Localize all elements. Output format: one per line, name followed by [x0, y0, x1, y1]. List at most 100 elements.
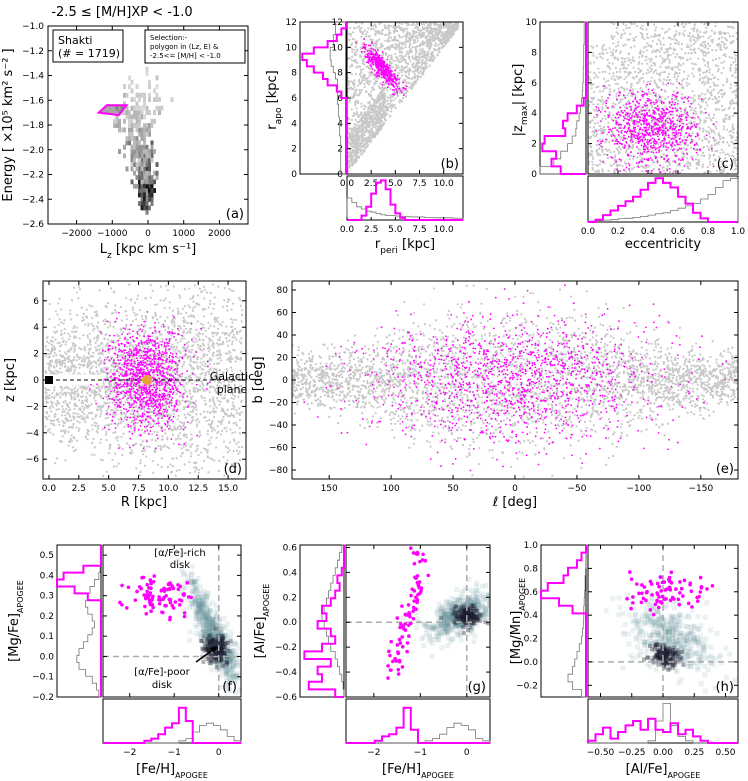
background-point: [718, 57, 721, 60]
data-point: [605, 99, 608, 102]
data-point: [680, 128, 683, 131]
background-point: [729, 25, 732, 28]
background-point: [415, 58, 419, 62]
background-point: [694, 158, 698, 161]
background-point: [351, 97, 354, 100]
background-point: [614, 66, 617, 70]
background-point: [662, 153, 666, 156]
background-point: [348, 101, 351, 104]
background-point: [730, 56, 734, 59]
background-point: [691, 102, 694, 105]
density-cell: [145, 153, 149, 159]
background-point: [437, 48, 440, 51]
background-point: [355, 66, 358, 69]
background-point: [700, 42, 703, 46]
background-point: [595, 170, 599, 173]
background-point: [401, 59, 405, 62]
background-point: [357, 115, 360, 118]
data-point: [679, 137, 681, 140]
background-point: [378, 38, 381, 41]
density-cell: [138, 153, 141, 159]
background-point: [358, 128, 361, 131]
background-point: [353, 159, 356, 162]
background-point: [397, 60, 400, 63]
data-point: [371, 40, 373, 43]
data-point: [401, 91, 403, 94]
data-point: [382, 73, 384, 76]
background-point: [367, 114, 370, 117]
density-cell: [155, 175, 159, 180]
background-point: [645, 55, 648, 59]
background-point: [642, 46, 646, 49]
background-point: [618, 146, 621, 149]
background-point: [733, 157, 737, 160]
background-point: [598, 90, 602, 93]
data-point: [690, 122, 693, 125]
data-point: [658, 96, 661, 98]
background-point: [713, 31, 717, 34]
background-point: [435, 34, 438, 37]
background-point: [385, 33, 388, 36]
background-point: [422, 72, 425, 75]
background-point: [614, 136, 617, 139]
background-point: [351, 55, 354, 59]
density-cell: [143, 170, 146, 176]
background-point: [686, 166, 689, 169]
background-point: [663, 135, 666, 138]
density-cell: [150, 188, 154, 193]
density-cell: [138, 170, 141, 176]
background-point: [690, 51, 693, 55]
background-point: [705, 30, 708, 33]
density-cell: [138, 144, 141, 150]
background-point: [374, 132, 377, 135]
background-point: [386, 40, 389, 43]
background-point: [615, 49, 618, 52]
data-point: [368, 59, 371, 62]
background-point: [414, 41, 417, 44]
background-point: [691, 34, 695, 37]
background-point: [721, 169, 724, 172]
data-point: [382, 63, 384, 66]
background-point: [647, 165, 650, 168]
background-point: [357, 100, 360, 103]
data-point: [380, 66, 383, 69]
background-point: [348, 160, 351, 163]
background-point: [637, 163, 640, 166]
background-point: [370, 97, 374, 100]
background-point: [674, 71, 677, 74]
background-point: [708, 71, 711, 74]
background-point: [427, 34, 430, 37]
background-point: [684, 52, 687, 55]
background-point: [712, 116, 715, 119]
data-point: [390, 70, 393, 73]
background-point: [726, 152, 729, 156]
background-point: [436, 33, 440, 36]
background-point: [640, 62, 643, 65]
background-point: [646, 62, 649, 65]
background-point: [688, 82, 691, 85]
background-point: [692, 109, 696, 112]
background-point: [617, 77, 620, 80]
background-point: [386, 96, 390, 99]
data-point: [396, 90, 398, 93]
data-point: [374, 59, 377, 62]
background-point: [637, 129, 641, 133]
background-point: [651, 106, 654, 109]
background-point: [704, 64, 707, 67]
background-point: [642, 50, 645, 54]
data-point: [378, 74, 380, 77]
background-point: [629, 58, 632, 61]
background-point: [732, 34, 735, 38]
background-point: [606, 156, 610, 159]
data-point: [646, 114, 649, 117]
data-point: [656, 105, 659, 108]
background-point: [698, 128, 701, 131]
background-point: [625, 67, 629, 70]
background-point: [370, 90, 373, 93]
background-point: [663, 51, 666, 54]
background-point: [699, 49, 703, 52]
background-point: [617, 126, 620, 130]
background-point: [726, 80, 729, 83]
background-point: [629, 86, 633, 89]
background-point: [709, 160, 712, 163]
